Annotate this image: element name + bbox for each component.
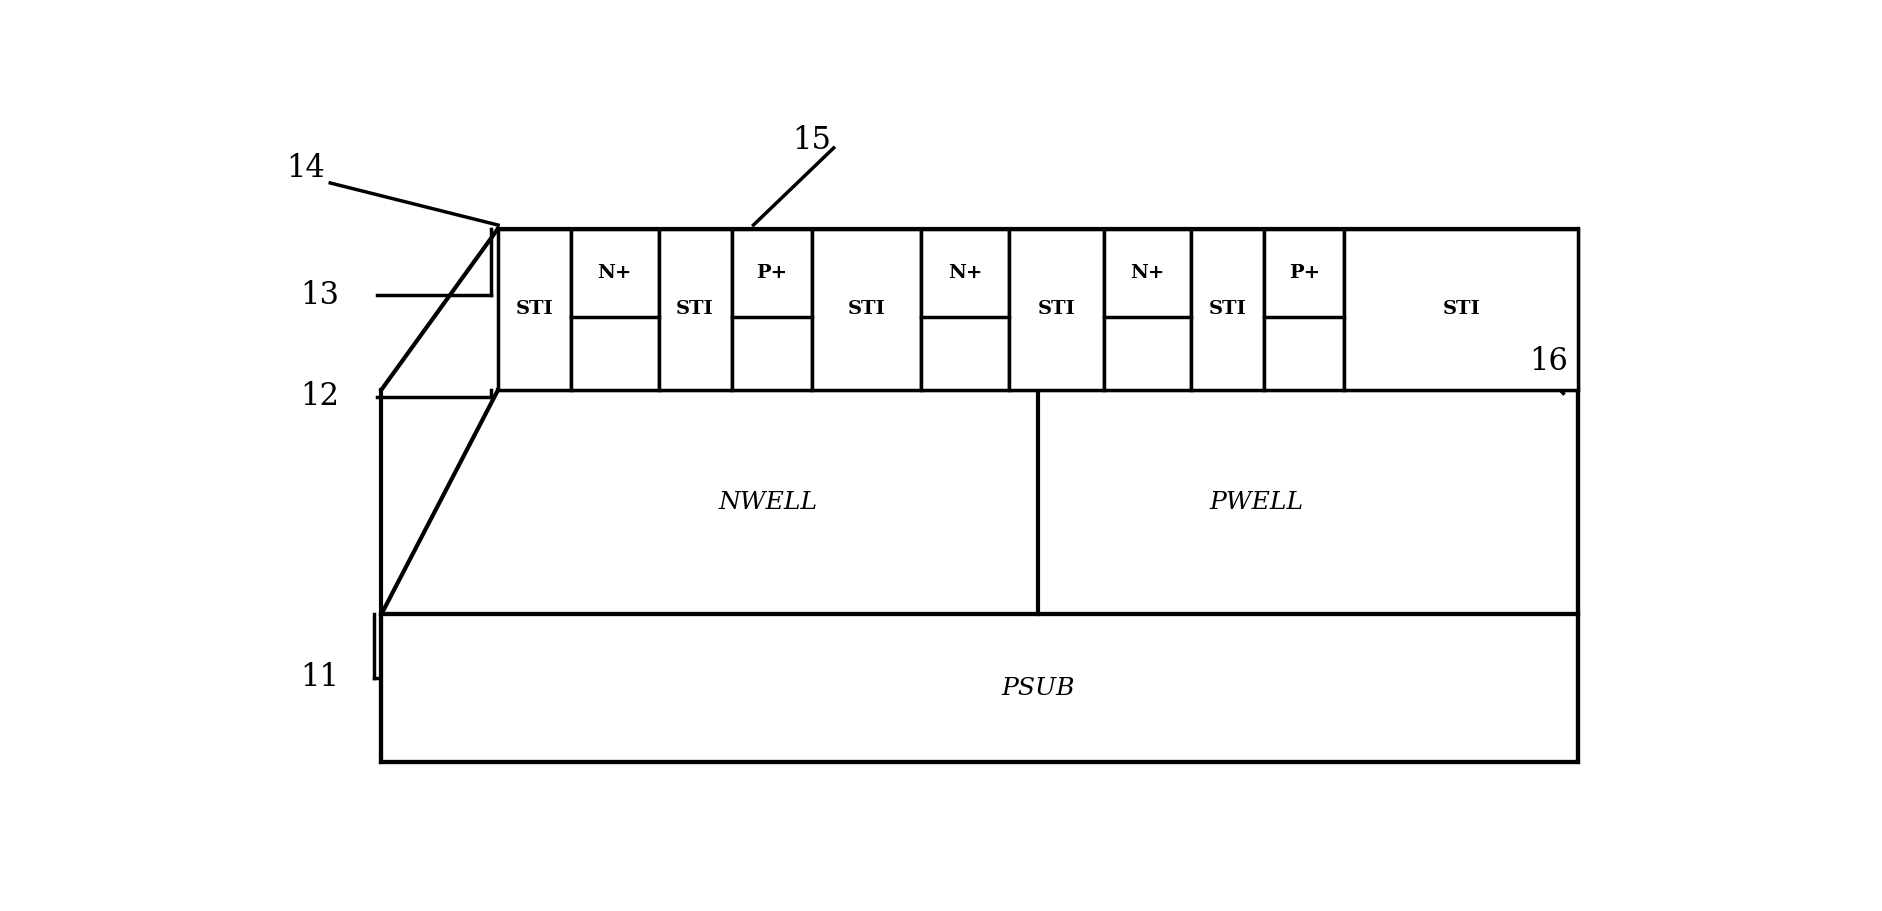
Text: STI: STI	[847, 301, 885, 318]
Polygon shape	[380, 614, 1577, 762]
Bar	[1191, 229, 1263, 390]
Text: N+: N+	[597, 264, 632, 281]
Text: STI: STI	[676, 301, 713, 318]
Text: 15: 15	[792, 126, 830, 157]
Text: STI: STI	[1037, 301, 1075, 318]
Text: NWELL: NWELL	[719, 491, 817, 514]
Text: P+: P+	[757, 264, 787, 281]
Text: 14: 14	[286, 153, 324, 184]
Text: 12: 12	[301, 382, 339, 413]
Text: STI: STI	[1442, 301, 1479, 318]
Text: P+: P+	[1287, 264, 1319, 281]
Bar	[811, 229, 920, 390]
Text: N+: N+	[1129, 264, 1165, 281]
Text: PWELL: PWELL	[1210, 491, 1302, 514]
Bar	[1263, 229, 1344, 390]
Text: STI: STI	[1208, 301, 1246, 318]
Bar	[497, 229, 570, 390]
Bar	[1344, 229, 1577, 390]
Text: PSUB: PSUB	[1001, 677, 1075, 700]
Bar	[730, 229, 811, 390]
Text: N+: N+	[947, 264, 982, 281]
Bar	[1009, 229, 1103, 390]
Text: STI: STI	[516, 301, 553, 318]
Text: 16: 16	[1528, 346, 1568, 377]
Text: 13: 13	[301, 280, 339, 311]
Bar	[659, 229, 730, 390]
Bar	[570, 229, 659, 390]
Bar	[920, 229, 1009, 390]
Bar	[1103, 229, 1191, 390]
Text: 11: 11	[301, 662, 339, 693]
